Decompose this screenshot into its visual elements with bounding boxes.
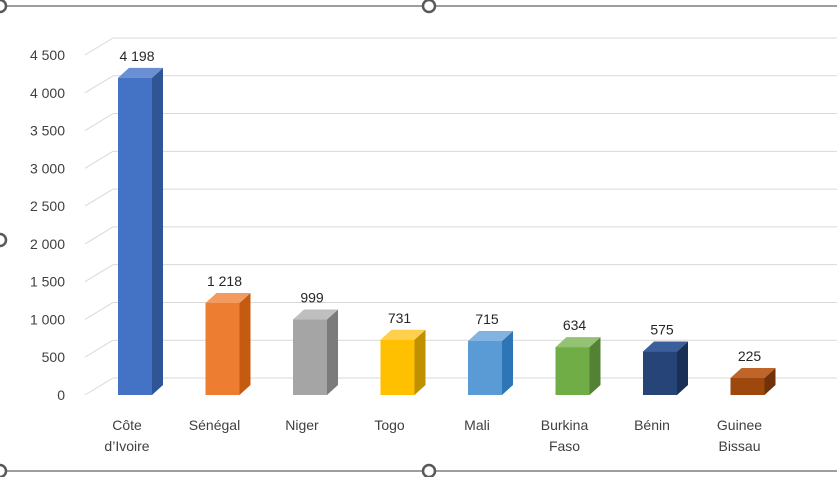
gridline	[84, 226, 837, 245]
bar	[293, 309, 338, 395]
x-tick-label: Mali	[464, 417, 490, 433]
gridline	[84, 301, 837, 320]
data-label: 634	[563, 317, 587, 333]
bar-side-face	[239, 292, 251, 395]
bar-side-face	[589, 337, 601, 395]
bar-top-face	[293, 309, 338, 320]
bar-top-face	[380, 329, 426, 340]
x-tick-label: Sénégal	[189, 417, 240, 433]
gridlines	[84, 37, 837, 396]
bar-top-face	[205, 292, 251, 303]
gridline	[84, 37, 837, 56]
x-tick-label: Togo	[374, 417, 405, 433]
y-tick-label: 2 000	[30, 236, 65, 252]
data-label: 1 218	[207, 273, 242, 289]
y-tick-label: 2 500	[30, 198, 65, 214]
y-tick-label: 4 000	[30, 85, 65, 101]
bar-side-face	[152, 67, 163, 395]
y-tick-label: 3 500	[30, 123, 65, 139]
y-tick-label: 0	[57, 387, 65, 403]
bar-front-face	[555, 347, 590, 395]
bar-side-face	[764, 368, 776, 395]
resize-handle-top[interactable]	[421, 0, 437, 14]
data-label: 715	[475, 311, 499, 327]
bar-front-face	[205, 302, 240, 395]
bar	[730, 368, 776, 395]
resize-handle-bottom-left[interactable]	[0, 463, 8, 477]
data-label: 999	[300, 290, 324, 306]
bar-front-face	[293, 319, 327, 395]
bar-top-face	[468, 330, 513, 341]
data-labels: 4 198 1 218 999 731 715 634 575 225	[119, 48, 761, 364]
x-tick-label: Guinee Bissau	[717, 417, 762, 454]
y-tick-label: 500	[42, 349, 66, 365]
y-tick-label: 1 000	[30, 311, 65, 327]
data-label: 731	[388, 310, 412, 326]
data-label: 575	[650, 322, 674, 338]
bars	[118, 67, 776, 395]
bar	[205, 292, 251, 395]
gridline	[84, 150, 837, 169]
bar-side-face	[502, 330, 513, 395]
y-tick-label: 1 500	[30, 274, 65, 290]
gridline	[84, 264, 837, 283]
gridline	[84, 75, 837, 94]
bar-front-face	[643, 351, 677, 395]
bar	[643, 341, 688, 395]
bar-side-face	[327, 309, 338, 395]
bar-side-face	[677, 341, 688, 395]
gridline	[84, 339, 837, 358]
bar-front-face	[730, 378, 765, 395]
y-axis-tick-labels: 0 500 1 000 1 500 2 000 2 500 3 000 3 500 4 000 4…	[30, 47, 65, 403]
x-tick-label: Burkina Faso	[541, 417, 589, 454]
bar-front-face	[468, 340, 502, 395]
y-tick-label: 4 500	[30, 47, 65, 63]
bar-top-face	[555, 337, 601, 348]
x-tick-label: Côte d’Ivoire	[104, 417, 149, 454]
bar	[118, 67, 163, 395]
bar	[555, 337, 601, 395]
bar-top-face	[118, 67, 163, 78]
resize-handle-bottom[interactable]	[421, 463, 437, 477]
data-label: 4 198	[119, 48, 154, 64]
bar-top-face	[730, 368, 776, 378]
bar-top-face	[643, 341, 688, 352]
bar-front-face	[118, 77, 152, 395]
bar-front-face	[380, 339, 415, 395]
resize-handle-top-left[interactable]	[0, 0, 8, 14]
bar-side-face	[414, 329, 426, 395]
bar	[468, 330, 513, 395]
x-tick-label: Bénin	[634, 417, 670, 433]
bar	[380, 329, 426, 395]
gridline	[84, 113, 837, 131]
gridline	[84, 377, 837, 396]
resize-handle-left[interactable]	[0, 232, 8, 248]
gridline	[84, 188, 837, 207]
x-tick-label: Niger	[285, 417, 319, 433]
x-axis-category-labels: Côte d’Ivoire Sénégal Niger Togo Mali Burkina F…	[104, 417, 762, 454]
y-tick-label: 3 000	[30, 160, 65, 176]
data-label: 225	[738, 348, 762, 364]
